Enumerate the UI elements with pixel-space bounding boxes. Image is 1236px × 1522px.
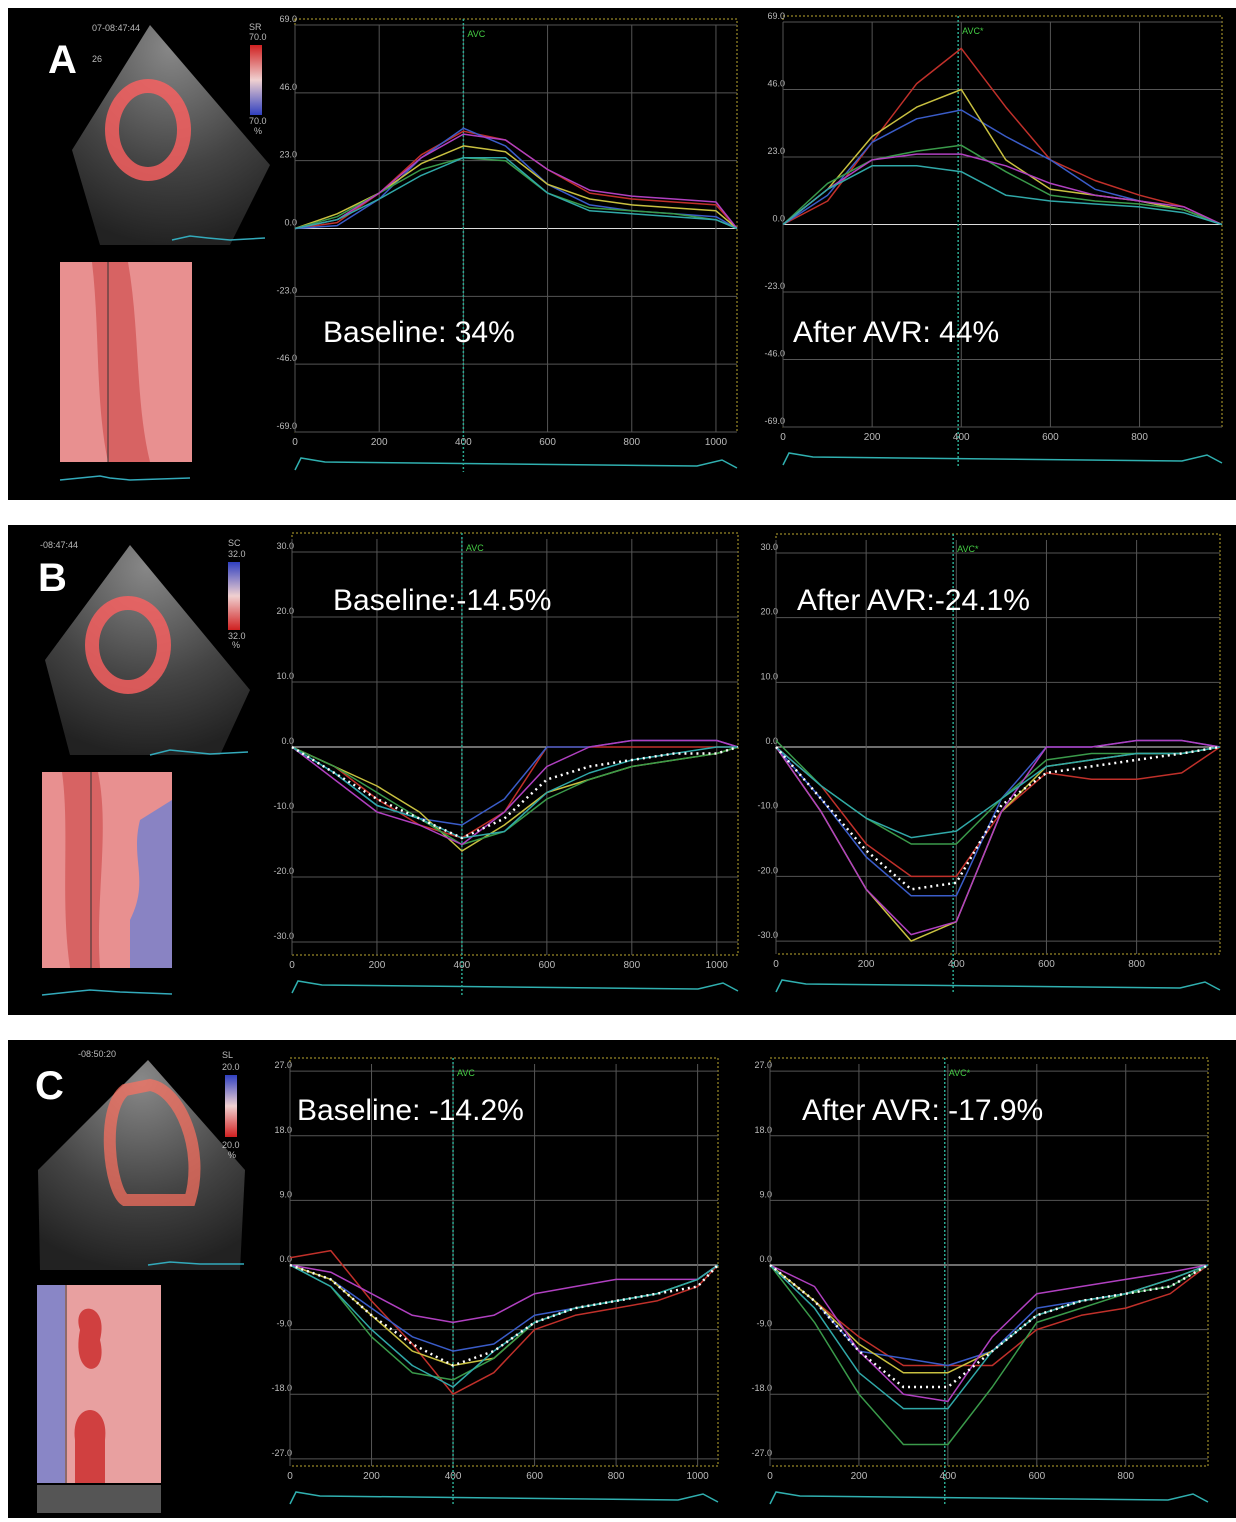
x-tick-label: 800 <box>623 437 640 448</box>
annotation: After AVR: 44% <box>793 316 999 349</box>
image-label: 20.0 <box>222 1062 240 1072</box>
annotation: Baseline: -14.2% <box>297 1094 524 1127</box>
x-tick-label: 0 <box>780 432 786 443</box>
y-tick-label: 46.0 <box>279 82 297 92</box>
x-tick-label: 0 <box>767 1471 773 1482</box>
annotation: After AVR: -17.9% <box>802 1094 1043 1127</box>
x-tick-label: 400 <box>455 437 472 448</box>
y-tick-label: 27.0 <box>754 1060 772 1070</box>
x-tick-label: 1000 <box>705 437 728 448</box>
avc-label: AVC <box>467 29 485 39</box>
annotation: Baseline:-14.5% <box>333 584 551 617</box>
figure: A 07-08:47:44 26 SR 70.0 70.0 % B -08:47… <box>0 0 1236 1522</box>
image-label: 20.0 <box>222 1140 240 1150</box>
image-label: 70.0 <box>249 116 267 126</box>
x-tick-label: 200 <box>864 432 881 443</box>
avc-label: AVC <box>457 1068 475 1078</box>
avc-label: AVC <box>466 543 484 553</box>
x-tick-label: 800 <box>608 1471 625 1482</box>
image-label: SR <box>249 22 262 32</box>
y-tick-label: -10.0 <box>757 801 778 811</box>
x-tick-label: 1000 <box>706 960 729 971</box>
y-tick-label: -30.0 <box>757 930 778 940</box>
x-tick-label: 0 <box>292 437 298 448</box>
x-tick-label: 200 <box>858 959 875 970</box>
y-tick-label: 18.0 <box>754 1125 772 1135</box>
y-tick-label: 30.0 <box>276 541 294 551</box>
y-tick-label: 10.0 <box>276 671 294 681</box>
x-tick-label: 800 <box>623 960 640 971</box>
image-label: % <box>228 1150 236 1160</box>
y-tick-label: -27.0 <box>271 1448 292 1458</box>
avc-label: AVC* <box>957 544 979 554</box>
x-tick-label: 600 <box>1028 1471 1045 1482</box>
y-tick-label: -46.0 <box>276 353 297 363</box>
y-tick-label: 20.0 <box>276 606 294 616</box>
y-tick-label: -10.0 <box>273 801 294 811</box>
image-label: SC <box>228 538 241 548</box>
y-tick-label: 23.0 <box>279 150 297 160</box>
y-tick-label: -69.0 <box>764 416 785 426</box>
y-tick-label: 18.0 <box>274 1125 292 1135</box>
y-tick-label: -27.0 <box>751 1448 772 1458</box>
x-tick-label: 600 <box>1038 959 1055 970</box>
y-tick-label: -23.0 <box>764 281 785 291</box>
image-label: % <box>254 126 262 136</box>
avc-label: AVC* <box>962 26 984 36</box>
x-tick-label: 400 <box>953 432 970 443</box>
y-tick-label: -23.0 <box>276 285 297 295</box>
y-tick-label: 69.0 <box>279 14 297 24</box>
x-tick-label: 800 <box>1128 959 1145 970</box>
annotation: After AVR:-24.1% <box>797 584 1030 617</box>
annotation: Baseline: 34% <box>323 316 515 349</box>
y-tick-label: 46.0 <box>767 79 785 89</box>
x-tick-label: 200 <box>363 1471 380 1482</box>
x-tick-label: 800 <box>1117 1471 1134 1482</box>
x-tick-label: 400 <box>948 959 965 970</box>
y-tick-label: 27.0 <box>274 1060 292 1070</box>
x-tick-label: 600 <box>539 960 556 971</box>
panel-letter: C <box>35 1064 64 1108</box>
image-label: % <box>232 640 240 650</box>
image-label: 32.0 <box>228 549 246 559</box>
x-tick-label: 400 <box>940 1471 957 1482</box>
x-tick-label: 600 <box>526 1471 543 1482</box>
x-tick-label: 800 <box>1131 432 1148 443</box>
panel-letter: B <box>38 556 67 600</box>
image-label: 07-08:47:44 <box>92 23 140 33</box>
y-tick-label: -69.0 <box>276 421 297 431</box>
image-label: -08:50:20 <box>78 1049 116 1059</box>
y-tick-label: -20.0 <box>273 866 294 876</box>
image-label: SL <box>222 1050 233 1060</box>
x-tick-label: 400 <box>445 1471 462 1482</box>
y-tick-label: 69.0 <box>767 11 785 21</box>
image-label: 26 <box>92 54 102 64</box>
x-tick-label: 200 <box>369 960 386 971</box>
x-tick-label: 0 <box>773 959 779 970</box>
panel-letter: A <box>48 38 77 82</box>
x-tick-label: 0 <box>289 960 295 971</box>
y-tick-label: -30.0 <box>273 931 294 941</box>
y-tick-label: -18.0 <box>271 1383 292 1393</box>
image-label: -08:47:44 <box>40 540 78 550</box>
avc-label: AVC* <box>949 1068 971 1078</box>
x-tick-label: 0 <box>287 1471 293 1482</box>
y-tick-label: -18.0 <box>751 1383 772 1393</box>
y-tick-label: -46.0 <box>764 349 785 359</box>
x-tick-label: 200 <box>851 1471 868 1482</box>
x-tick-label: 600 <box>1042 432 1059 443</box>
y-tick-label: 30.0 <box>760 542 778 552</box>
y-tick-label: 20.0 <box>760 607 778 617</box>
x-tick-label: 200 <box>371 437 388 448</box>
y-tick-label: 10.0 <box>760 671 778 681</box>
image-label: 70.0 <box>249 32 267 42</box>
x-tick-label: 1000 <box>686 1471 709 1482</box>
y-tick-label: -20.0 <box>757 865 778 875</box>
y-tick-label: 23.0 <box>767 146 785 156</box>
x-tick-label: 600 <box>539 437 556 448</box>
